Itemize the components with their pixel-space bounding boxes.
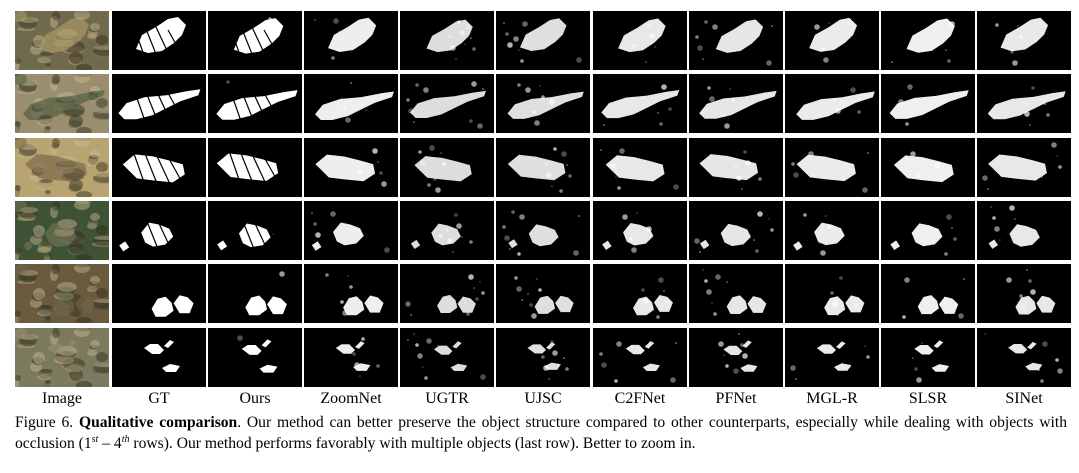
- mask-gt-row-4: [112, 201, 206, 260]
- caption-title: Qualitative comparison: [78, 414, 238, 431]
- mask-ours-row-4: [208, 201, 302, 260]
- mask-mgl-r-row-3: [785, 138, 879, 197]
- column-label-sinet: SINet: [1005, 390, 1043, 407]
- mask-sinet-row-3: [977, 138, 1071, 197]
- mask-slsr-row-5: [881, 264, 975, 323]
- caption-sup-2: th: [121, 433, 130, 445]
- caption-text-1: . Our method can better preserve the obj…: [15, 414, 1067, 452]
- mask-ours-row-2: [208, 74, 302, 133]
- mask-slsr-row-3: [881, 138, 975, 197]
- mask-c2fnet-row-2: [593, 74, 687, 133]
- mask-slsr-row-1: [881, 11, 975, 70]
- mask-zoomnet-row-2: [304, 74, 398, 133]
- mask-gt-row-1: [112, 11, 206, 70]
- column-label-zoomnet: ZoomNet: [320, 390, 382, 407]
- mask-ugtr-row-5: [400, 264, 494, 323]
- input-image-row-5: [15, 264, 109, 323]
- mask-slsr-row-6: [881, 328, 975, 387]
- mask-ujsc-row-5: [496, 264, 590, 323]
- mask-mgl-r-row-6: [785, 328, 879, 387]
- column-label-ugtr: UGTR: [425, 390, 469, 407]
- mask-gt-row-6: [112, 328, 206, 387]
- mask-pfnet-row-2: [689, 74, 783, 133]
- caption-text-3: rows). Our method performs favorably wit…: [129, 435, 696, 452]
- mask-ours-row-1: [208, 11, 302, 70]
- mask-mgl-r-row-2: [785, 74, 879, 133]
- mask-c2fnet-row-3: [593, 138, 687, 197]
- mask-gt-row-2: [112, 74, 206, 133]
- column-label-ours: Ours: [239, 390, 271, 407]
- caption-label: Figure 6.: [15, 414, 74, 431]
- figure-caption: Figure 6. Qualitative comparison. Our me…: [15, 412, 1067, 454]
- mask-zoomnet-row-6: [304, 328, 398, 387]
- column-label-gt: GT: [148, 390, 170, 407]
- mask-zoomnet-row-1: [304, 11, 398, 70]
- column-label-c2fnet: C2FNet: [614, 390, 666, 407]
- mask-c2fnet-row-4: [593, 201, 687, 260]
- mask-c2fnet-row-5: [593, 264, 687, 323]
- mask-mgl-r-row-4: [785, 201, 879, 260]
- column-label-ujsc: UJSC: [524, 390, 562, 407]
- mask-pfnet-row-5: [689, 264, 783, 323]
- mask-pfnet-row-3: [689, 138, 783, 197]
- mask-ours-row-6: [208, 328, 302, 387]
- mask-sinet-row-6: [977, 328, 1071, 387]
- input-image-row-3: [15, 138, 109, 197]
- mask-mgl-r-row-5: [785, 264, 879, 323]
- mask-mgl-r-row-1: [785, 11, 879, 70]
- mask-ugtr-row-1: [400, 11, 494, 70]
- mask-c2fnet-row-6: [593, 328, 687, 387]
- mask-pfnet-row-1: [689, 11, 783, 70]
- column-label-pfnet: PFNet: [715, 390, 757, 407]
- mask-c2fnet-row-1: [593, 11, 687, 70]
- mask-ugtr-row-3: [400, 138, 494, 197]
- column-label-slsr: SLSR: [908, 390, 948, 407]
- caption-text-2: – 4: [98, 435, 122, 452]
- mask-pfnet-row-4: [689, 201, 783, 260]
- mask-gt-row-3: [112, 138, 206, 197]
- mask-ugtr-row-6: [400, 328, 494, 387]
- mask-gt-row-5: [112, 264, 206, 323]
- mask-slsr-row-2: [881, 74, 975, 133]
- mask-ujsc-row-2: [496, 74, 590, 133]
- mask-sinet-row-4: [977, 201, 1071, 260]
- input-image-row-1: [15, 11, 109, 70]
- mask-zoomnet-row-3: [304, 138, 398, 197]
- mask-ugtr-row-4: [400, 201, 494, 260]
- mask-sinet-row-5: [977, 264, 1071, 323]
- caption-sup-1: st: [91, 433, 99, 445]
- mask-ujsc-row-6: [496, 328, 590, 387]
- mask-zoomnet-row-4: [304, 201, 398, 260]
- mask-ugtr-row-2: [400, 74, 494, 133]
- mask-ujsc-row-4: [496, 201, 590, 260]
- input-image-row-6: [15, 328, 109, 387]
- mask-zoomnet-row-5: [304, 264, 398, 323]
- column-label-image: Image: [42, 390, 82, 407]
- mask-ujsc-row-1: [496, 11, 590, 70]
- mask-pfnet-row-6: [689, 328, 783, 387]
- column-label-mgl-r: MGL-R: [806, 390, 858, 407]
- mask-ours-row-5: [208, 264, 302, 323]
- input-image-row-4: [15, 201, 109, 260]
- mask-ours-row-3: [208, 138, 302, 197]
- qualitative-comparison-grid: [15, 11, 1071, 388]
- mask-sinet-row-1: [977, 11, 1071, 70]
- mask-ujsc-row-3: [496, 138, 590, 197]
- input-image-row-2: [15, 74, 109, 133]
- mask-sinet-row-2: [977, 74, 1071, 133]
- mask-slsr-row-4: [881, 201, 975, 260]
